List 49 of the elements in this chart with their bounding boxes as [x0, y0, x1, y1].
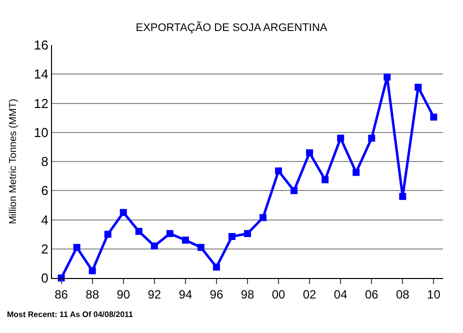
point	[244, 230, 251, 238]
y-axis-title: Million Metric Tonnes (MMT)	[8, 98, 19, 224]
x-tick-label: 00	[272, 287, 286, 302]
x-tick-label: 96	[210, 287, 224, 302]
point	[135, 228, 142, 235]
chart-title: EXPORTAÇÃO DE SOJA ARGENTINA	[136, 21, 328, 34]
point	[430, 114, 438, 121]
point	[88, 267, 96, 274]
point	[322, 176, 329, 184]
point	[275, 167, 282, 174]
y-tick-label: 16	[34, 38, 48, 53]
x-tick-label: 02	[302, 287, 317, 302]
point	[290, 187, 298, 194]
y-tick-label: 6	[41, 183, 48, 198]
point	[104, 230, 112, 238]
y-tick-label: 4	[41, 212, 48, 228]
point	[414, 84, 422, 91]
point	[212, 264, 220, 271]
x-tick-label: 06	[364, 287, 379, 302]
point	[384, 74, 391, 81]
y-tick-label: 14	[34, 66, 48, 82]
x-tick-label: 88	[86, 287, 100, 302]
x-tick-label: 86	[54, 287, 68, 302]
point	[337, 134, 344, 142]
x-tick-label: 04	[334, 287, 348, 302]
x-tick-label: 94	[178, 287, 192, 302]
y-tick-label: 0	[41, 270, 48, 286]
x-tick-label: 90	[116, 287, 130, 302]
point	[306, 149, 314, 156]
point	[166, 230, 174, 238]
point	[73, 244, 80, 251]
x-tick-label: 08	[396, 287, 410, 302]
point	[197, 244, 204, 251]
point	[182, 236, 189, 244]
x-tick-label: 10	[427, 287, 441, 302]
x-tick-label: 98	[240, 287, 254, 302]
point	[399, 192, 406, 200]
y-tick-label: 8	[41, 154, 48, 170]
x-tick-label: 92	[148, 287, 162, 302]
y-tick-label: 2	[41, 241, 48, 256]
point	[150, 242, 158, 250]
point	[228, 233, 236, 240]
point	[368, 134, 376, 142]
y-tick-label: 10	[34, 124, 48, 140]
point	[352, 168, 360, 176]
text: Most Recent: 11 As Of 04/08/2011	[7, 310, 134, 319]
point	[120, 208, 127, 216]
point	[260, 214, 267, 222]
y-tick-label: 12	[34, 96, 48, 111]
